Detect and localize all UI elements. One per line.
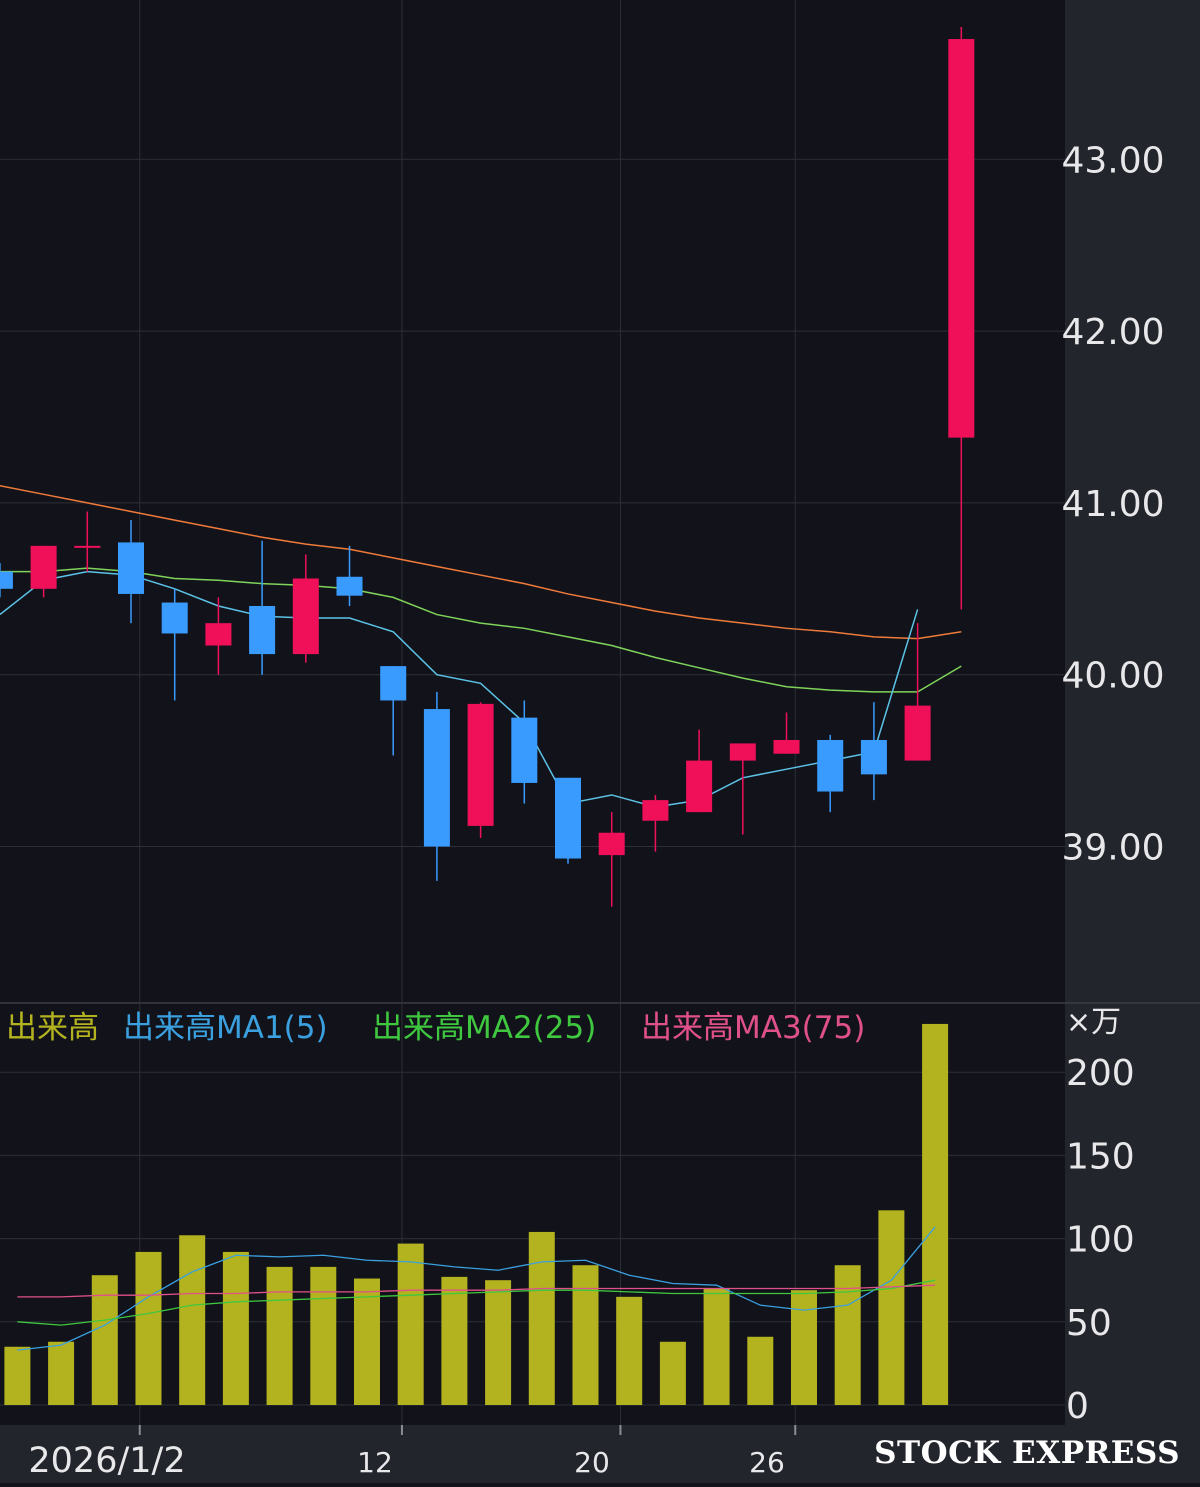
volume-tick-label: 200 xyxy=(1066,1053,1135,1094)
volume-bar xyxy=(91,1275,118,1405)
price-tick-label: 40.00 xyxy=(1061,656,1164,697)
x-axis-panel xyxy=(0,1425,1200,1483)
legend-item: 出来高MA1(5) xyxy=(123,1010,328,1046)
volume-bar xyxy=(222,1251,249,1405)
candle-body xyxy=(118,542,145,594)
candle-body xyxy=(860,739,887,775)
volume-bar xyxy=(353,1278,380,1405)
candle-body xyxy=(30,545,57,589)
volume-bar xyxy=(485,1280,512,1405)
volume-bar xyxy=(922,1023,949,1405)
volume-bar xyxy=(703,1288,730,1405)
candle-body xyxy=(904,705,931,761)
volume-bar xyxy=(659,1341,686,1405)
candle-body xyxy=(74,545,101,548)
candle-body xyxy=(336,576,363,596)
price-tick-label: 39.00 xyxy=(1061,828,1164,869)
candle-body xyxy=(423,709,450,847)
price-tick-label: 42.00 xyxy=(1061,312,1164,353)
volume-bar xyxy=(572,1265,599,1405)
volume-bar xyxy=(616,1296,643,1405)
candle-body xyxy=(205,623,232,646)
candle-body xyxy=(817,739,844,792)
x-tick-label: 20 xyxy=(574,1446,610,1479)
candle-body xyxy=(729,743,756,761)
candle-body xyxy=(380,666,407,701)
volume-bar xyxy=(135,1251,162,1405)
legend-item: 出来高MA2(25) xyxy=(372,1010,596,1046)
candle-body xyxy=(555,777,582,859)
price-ma-short-line xyxy=(0,570,919,808)
legend-item: 出来高MA3(75) xyxy=(641,1010,865,1046)
volume-bar xyxy=(528,1231,555,1405)
volume-bar xyxy=(4,1346,31,1405)
volume-bar xyxy=(834,1265,861,1405)
volume-bar xyxy=(878,1210,905,1405)
price-tick-label: 41.00 xyxy=(1061,484,1164,525)
volume-ma-line-2 xyxy=(17,1279,936,1326)
volume-tick-label: 0 xyxy=(1066,1386,1089,1427)
legend-item: 出来高 xyxy=(6,1010,99,1046)
candle-body xyxy=(642,800,669,821)
volume-tick-label: 150 xyxy=(1066,1136,1135,1177)
volume-ma-line-1 xyxy=(17,1226,936,1351)
x-tick-label: 26 xyxy=(749,1446,785,1479)
candle-body xyxy=(0,571,13,589)
x-tick-label: 12 xyxy=(357,1446,393,1479)
candle-body xyxy=(467,703,494,826)
brand-watermark: STOCK EXPRESS xyxy=(874,1435,1180,1471)
volume-bar xyxy=(48,1341,75,1405)
candle-body xyxy=(161,602,188,634)
x-tick-label: 2026/1/2 xyxy=(28,1441,185,1481)
volume-bar xyxy=(266,1266,293,1405)
volume-unit-label: ×万 xyxy=(1066,1005,1121,1040)
price-ma-long-line xyxy=(0,484,962,640)
candle-body xyxy=(686,760,713,813)
candle-body xyxy=(773,739,800,754)
volume-bar xyxy=(179,1235,206,1405)
price-tick-label: 43.00 xyxy=(1061,140,1164,181)
volume-bar xyxy=(397,1243,424,1405)
y-axis-panel xyxy=(1065,0,1200,1425)
volume-bar xyxy=(310,1266,337,1405)
candle-body xyxy=(511,717,538,783)
candle-body xyxy=(598,832,625,856)
volume-bar xyxy=(747,1336,774,1405)
candle-body xyxy=(292,578,319,655)
volume-tick-label: 50 xyxy=(1066,1303,1112,1344)
candle-body xyxy=(948,39,975,438)
volume-bar xyxy=(441,1276,468,1405)
volume-bar xyxy=(790,1290,817,1405)
candle-body xyxy=(249,605,276,655)
volume-ma-line-3 xyxy=(17,1284,936,1298)
volume-tick-label: 100 xyxy=(1066,1220,1135,1261)
price-ma-mid-line xyxy=(0,567,962,693)
